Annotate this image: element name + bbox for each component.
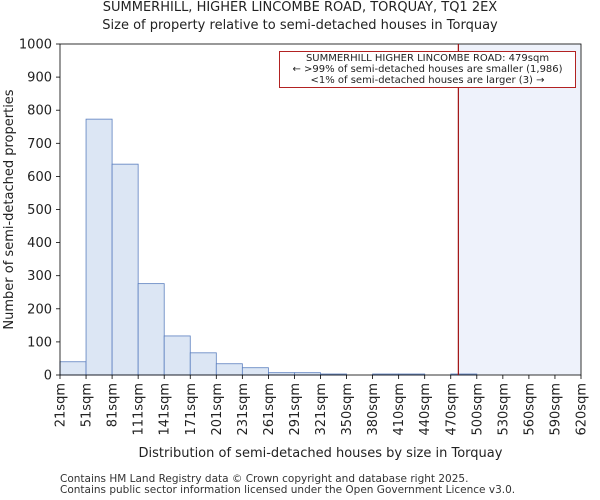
y-tick-label: 800 bbox=[27, 104, 52, 119]
x-tick-label: 410sqm bbox=[392, 383, 407, 436]
histogram-bar bbox=[85, 118, 113, 376]
x-tick-label: 261sqm bbox=[262, 383, 277, 436]
y-tick-label: 700 bbox=[27, 137, 52, 152]
histogram-bar bbox=[215, 363, 243, 376]
histogram-bar bbox=[189, 352, 217, 376]
y-tick-label: 400 bbox=[27, 236, 52, 251]
larger-region-highlight bbox=[458, 44, 581, 375]
x-tick-label: 51sqm bbox=[80, 383, 95, 427]
y-axis-title: Number of semi-detached properties bbox=[2, 89, 17, 329]
x-tick-label: 530sqm bbox=[496, 383, 511, 436]
footer-copyright: Contains HM Land Registry data © Crown c… bbox=[60, 473, 469, 485]
histogram-bar bbox=[59, 361, 87, 376]
x-tick-label: 500sqm bbox=[470, 383, 485, 436]
x-tick-label: 291sqm bbox=[288, 383, 303, 436]
histogram-bar bbox=[137, 283, 165, 376]
histogram-bar bbox=[163, 335, 191, 376]
property-annotation: SUMMERHILL HIGHER LINCOMBE ROAD: 479sqm … bbox=[279, 51, 576, 88]
x-tick-label: 141sqm bbox=[158, 383, 173, 436]
annotation-line1: SUMMERHILL HIGHER LINCOMBE ROAD: 479sqm bbox=[305, 53, 550, 64]
y-tick-label: 600 bbox=[27, 170, 52, 185]
x-axis-title: Distribution of semi-detached houses by … bbox=[139, 446, 503, 461]
y-tick-label: 200 bbox=[27, 302, 52, 317]
annotation-line3: <1% of semi-detached houses are larger (… bbox=[310, 75, 545, 86]
y-tick-label: 900 bbox=[27, 71, 52, 86]
x-tick-label: 111sqm bbox=[132, 383, 147, 436]
x-tick-label: 231sqm bbox=[236, 383, 251, 436]
chart-title: SUMMERHILL, HIGHER LINCOMBE ROAD, TORQUA… bbox=[102, 0, 498, 15]
y-tick-label: 1000 bbox=[19, 38, 52, 53]
x-tick-label: 620sqm bbox=[575, 383, 590, 436]
chart-subtitle: Size of property relative to semi-detach… bbox=[102, 18, 498, 33]
x-tick-label: 201sqm bbox=[210, 383, 225, 436]
x-tick-label: 590sqm bbox=[548, 383, 563, 436]
annotation-line2: ← >99% of semi-detached houses are small… bbox=[292, 64, 563, 75]
x-tick-label: 560sqm bbox=[522, 383, 537, 436]
x-tick-label: 321sqm bbox=[314, 383, 329, 436]
x-tick-label: 440sqm bbox=[418, 383, 433, 436]
footer-licence: Contains public sector information licen… bbox=[60, 484, 516, 496]
x-tick-label: 350sqm bbox=[340, 383, 355, 436]
y-tick-label: 100 bbox=[27, 335, 52, 350]
y-tick-label: 500 bbox=[27, 203, 52, 218]
x-tick-label: 470sqm bbox=[444, 383, 459, 436]
x-tick-label: 81sqm bbox=[106, 383, 121, 427]
x-tick-label: 171sqm bbox=[184, 383, 199, 436]
x-tick-label: 21sqm bbox=[54, 383, 69, 427]
y-tick-label: 0 bbox=[44, 369, 52, 384]
histogram-bar bbox=[111, 163, 139, 376]
y-tick-label: 300 bbox=[27, 269, 52, 284]
x-tick-label: 380sqm bbox=[366, 383, 381, 436]
histogram-bar bbox=[241, 367, 269, 376]
